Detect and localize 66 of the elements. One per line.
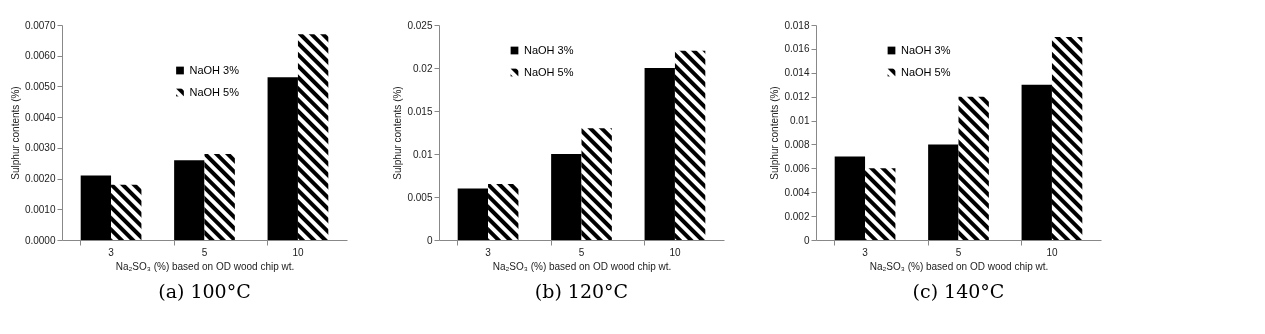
y-tick-label: 0.0050 (24, 80, 56, 92)
x-tick-label: 3 (485, 246, 492, 258)
bar (204, 154, 235, 240)
y-tick-label: 0 (426, 234, 433, 246)
y-tick-label: 0.0010 (24, 203, 56, 215)
y-tick-label: 0.016 (784, 43, 810, 55)
bar (958, 96, 989, 240)
bar (174, 160, 205, 240)
legend-label: NaOH 5% (524, 65, 574, 78)
x-tick-label: 10 (669, 246, 681, 258)
x-tick-label: 5 (201, 246, 208, 258)
y-tick-label: 0.012 (784, 91, 810, 103)
x-axis-title: Na₂SO₃ (%) based on OD wood chip wt. (869, 260, 1049, 272)
bar (928, 144, 959, 240)
legend-label: NaOH 5% (189, 85, 240, 98)
y-tick-label: 0.01 (790, 115, 810, 127)
x-tick-label: 10 (292, 246, 304, 258)
y-tick-label: 0.025 (407, 19, 433, 31)
y-tick-label: 0.018 (784, 19, 810, 31)
y-tick-label: 0.0020 (24, 173, 56, 185)
y-tick-label: 0.014 (784, 67, 810, 79)
x-axis-title: Na₂SO₃ (%) based on OD wood chip wt. (115, 260, 295, 272)
legend-label: NaOH 3% (189, 63, 240, 76)
text: (b) 120°C (534, 280, 629, 302)
y-tick-label: 0.02 (413, 62, 433, 74)
y-tick-label: 0.002 (784, 210, 810, 222)
bar (111, 184, 142, 240)
x-tick-label: 10 (1046, 246, 1058, 258)
bar (674, 50, 706, 240)
y-tick-label: 0.015 (407, 105, 433, 117)
x-axis-title: Na₂SO₃ (%) based on OD wood chip wt. (492, 260, 672, 272)
bar (865, 168, 896, 240)
y-tick-label: 0.0030 (24, 142, 56, 154)
y-tick-label: 0.008 (784, 138, 810, 150)
x-tick-label: 3 (108, 246, 115, 258)
x-tick-label: 5 (578, 246, 585, 258)
bar (581, 128, 612, 240)
bar (297, 34, 329, 240)
y-axis-title: Sulphur contents (%) (769, 86, 781, 180)
bar (488, 184, 519, 240)
text: (c) 140°C (912, 280, 1005, 302)
text: (a) 100°C (158, 280, 251, 302)
legend-label: NaOH 3% (524, 43, 574, 56)
bar (834, 156, 866, 240)
y-tick-label: 0.0040 (24, 111, 56, 123)
legend-label: NaOH 5% (901, 65, 951, 78)
bar (551, 154, 582, 240)
bar (457, 188, 489, 240)
y-tick-label: 0.0000 (24, 234, 56, 246)
y-tick-label: 0.01 (413, 148, 433, 160)
y-tick-label: 0.0060 (24, 50, 56, 62)
x-tick-label: 5 (955, 246, 962, 258)
bar (267, 77, 298, 240)
bar (1051, 36, 1083, 240)
bar (1021, 84, 1052, 240)
y-tick-label: 0 (803, 234, 810, 246)
y-tick-label: 0.004 (784, 186, 810, 198)
bar (644, 68, 675, 240)
y-tick-label: 0.0070 (24, 19, 56, 31)
y-axis-title: Sulphur contents (%) (9, 86, 21, 180)
y-tick-label: 0.005 (407, 191, 433, 203)
legend-label: NaOH 3% (901, 43, 951, 56)
x-tick-label: 3 (862, 246, 869, 258)
y-tick-label: 0.006 (784, 162, 810, 174)
bar (80, 175, 112, 240)
y-axis-title: Sulphur contents (%) (392, 86, 404, 180)
